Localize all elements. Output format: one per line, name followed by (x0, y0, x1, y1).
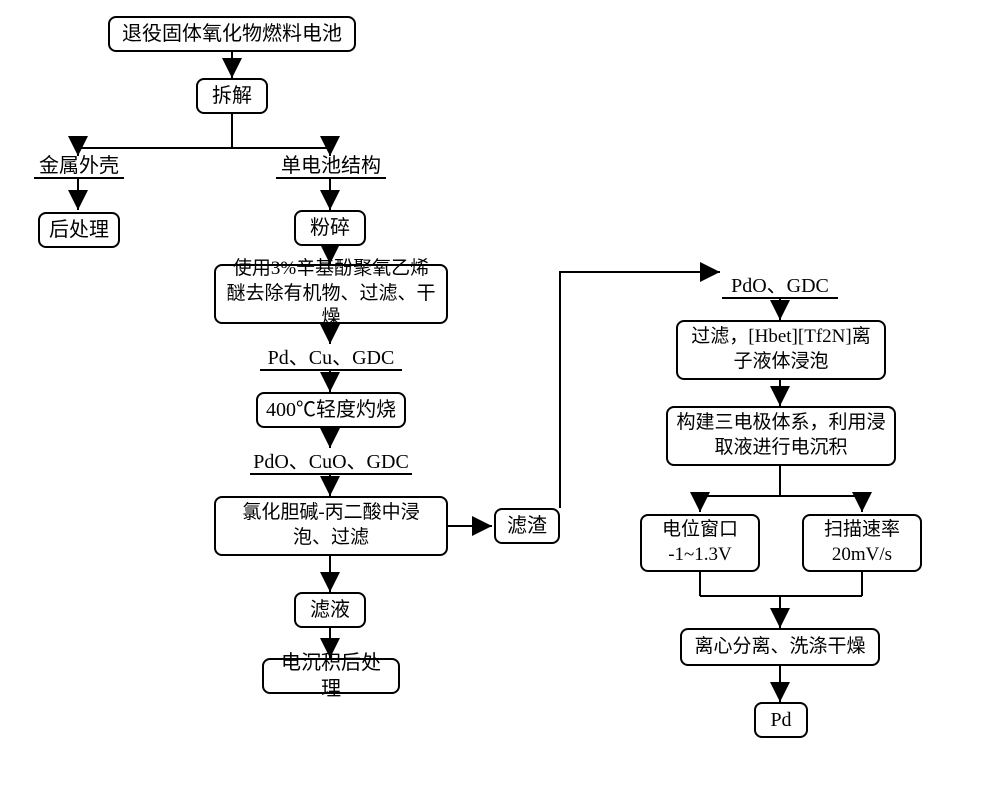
node-3electrode: 构建三电极体系，利用浸取液进行电沉积 (666, 406, 896, 466)
node-centrifuge: 离心分离、洗涤干燥 (680, 628, 880, 666)
node-burn-400c: 400℃轻度灼烧 (256, 392, 406, 428)
node-grind: 粉碎 (294, 210, 366, 246)
node-pd: Pd (754, 702, 808, 738)
node-postprocess: 后处理 (38, 212, 120, 248)
label-single-cell: 单电池结构 (276, 154, 386, 178)
node-leach: 氯化胆碱-丙二酸中浸泡、过滤 (214, 496, 448, 556)
label-pd-cu-gdc: Pd、Cu、GDC (260, 346, 402, 370)
node-retired-sofc: 退役固体氧化物燃料电池 (108, 16, 356, 52)
node-scan-rate: 扫描速率 20mV/s (802, 514, 922, 572)
node-disassemble: 拆解 (196, 78, 268, 114)
label-metal-shell: 金属外壳 (34, 154, 124, 178)
node-pot-window: 电位窗口 -1~1.3V (640, 514, 760, 572)
node-residue: 滤渣 (494, 508, 560, 544)
node-hbet-soak: 过滤，[Hbet][Tf2N]离子液体浸泡 (676, 320, 886, 380)
node-wash: 使用3%辛基酚聚氧乙烯醚去除有机物、过滤、干燥 (214, 264, 448, 324)
flowchart-edges (0, 0, 1000, 787)
node-edep-post: 电沉积后处理 (262, 658, 400, 694)
label-pdo-gdc: PdO、GDC (722, 274, 838, 298)
label-pdo-cuo-gdc: PdO、CuO、GDC (250, 450, 412, 474)
node-filtrate: 滤液 (294, 592, 366, 628)
flowchart-stage: 退役固体氧化物燃料电池 拆解 金属外壳 后处理 单电池结构 粉碎 使用3%辛基酚… (0, 0, 1000, 787)
